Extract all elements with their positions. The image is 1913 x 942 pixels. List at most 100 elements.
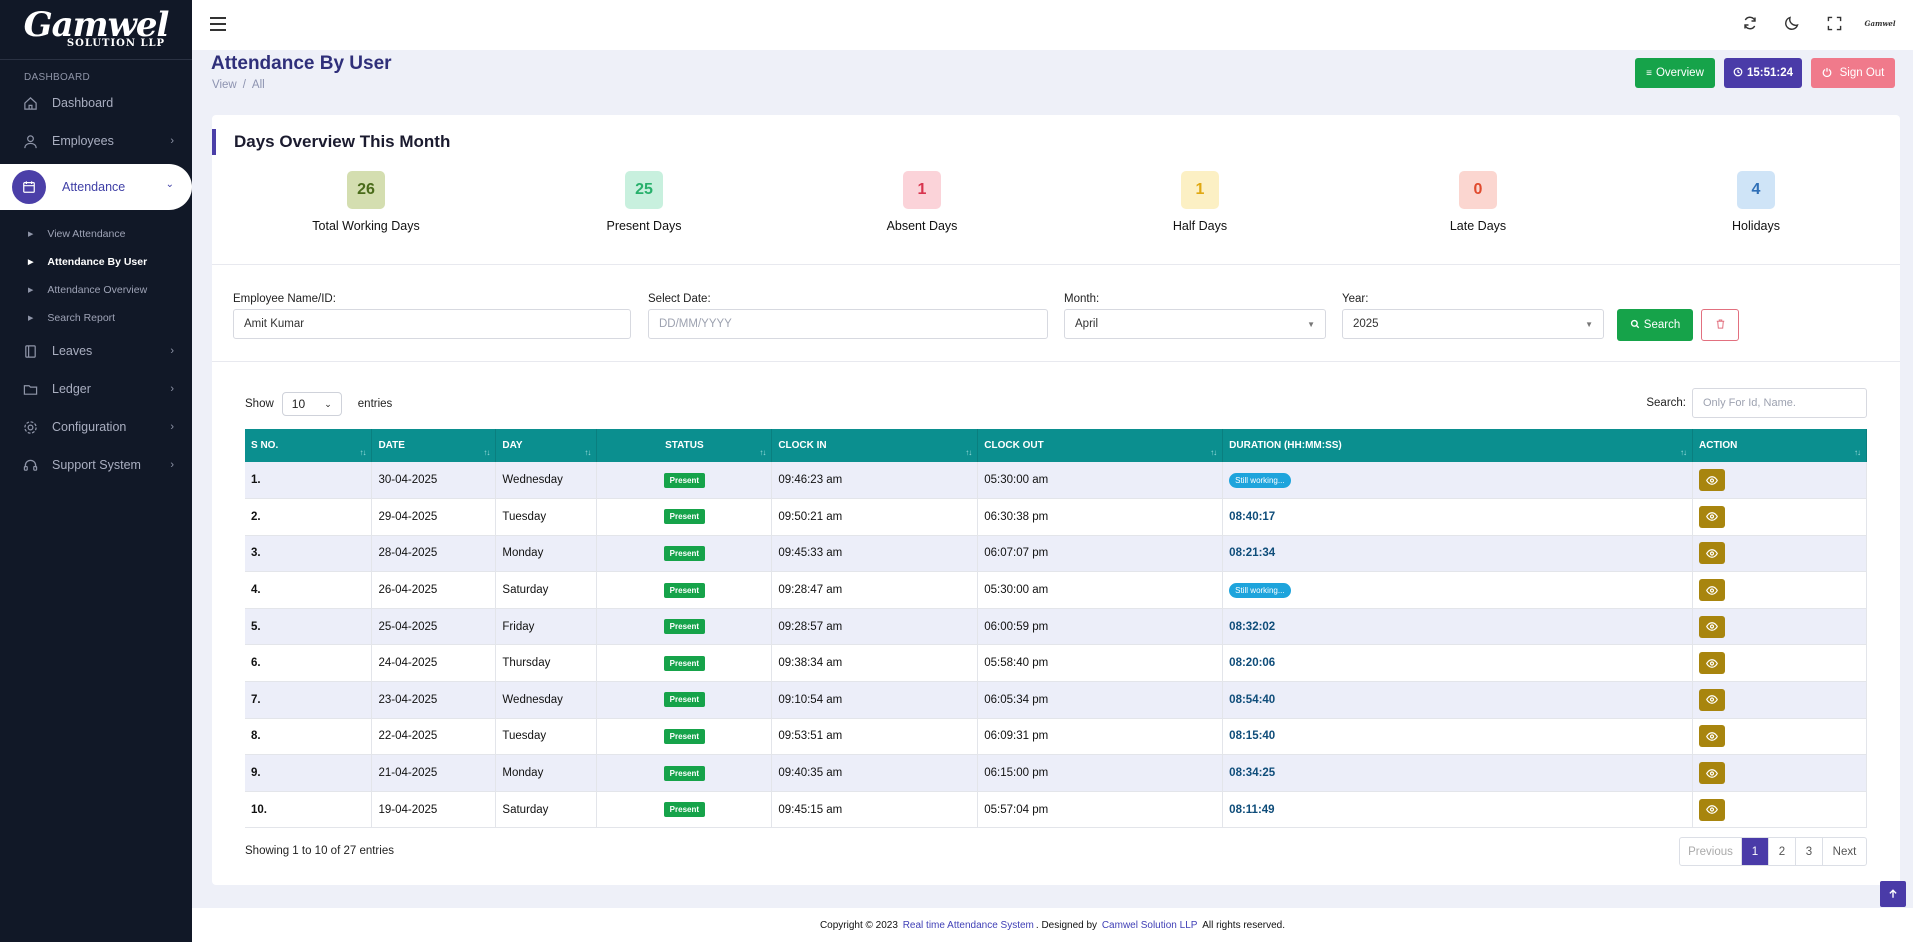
page-button[interactable]: 2	[1769, 838, 1796, 865]
sidebar-item-dashboard[interactable]: Dashboard	[0, 84, 192, 122]
table-header-row: S NO. ↑↓ DATE ↑↓ DAY ↑↓ STATUS ↑↓ CLOCK IN ↑↓…	[245, 429, 1867, 462]
next-page-button[interactable]: Next	[1832, 845, 1857, 858]
stat-total-working-days: 26 Total Working Days	[227, 171, 505, 233]
footer-system-link[interactable]: Real time Attendance System	[902, 919, 1034, 931]
table-row: 3. 28-04-2025 Monday Present 09:45:33 am 06:0…	[245, 535, 1867, 573]
date-input[interactable]: DD/MM/YYYY	[648, 309, 1048, 339]
table-search-input[interactable]: Only For Id, Name.	[1692, 388, 1867, 418]
footer-company-link[interactable]: Camwel Solution LLP	[1101, 919, 1198, 931]
col-status[interactable]: STATUS ↑↓	[596, 429, 773, 462]
col-clock-in[interactable]: CLOCK IN ↑↓	[771, 429, 979, 462]
col-date[interactable]: DATE ↑↓	[371, 429, 497, 462]
pagination: Previous 1 2 3 Next	[1679, 837, 1867, 866]
brand-logo[interactable]: Gamwel SOLUTION LLP	[0, 0, 192, 60]
clock-button[interactable]: 15:51:24	[1724, 58, 1802, 88]
arrow-up-icon	[1889, 889, 1897, 898]
sidebar-item-label: Leaves	[52, 344, 93, 358]
view-button[interactable]	[1699, 469, 1725, 492]
previous-page-button[interactable]: Previous	[1680, 838, 1742, 865]
view-button[interactable]	[1699, 652, 1725, 675]
moon-icon[interactable]	[1783, 14, 1801, 32]
duration-value: 08:54:40	[1229, 693, 1276, 706]
view-button[interactable]	[1699, 762, 1725, 785]
breadcrumb-all: All	[251, 79, 265, 91]
fullscreen-icon[interactable]	[1825, 14, 1843, 32]
view-button[interactable]	[1699, 798, 1725, 821]
user-logo[interactable]: Gamwel	[1864, 18, 1896, 28]
menu-icon[interactable]	[210, 17, 226, 31]
show-entries: Show 10 ⌄ entries	[245, 392, 392, 416]
attendance-table: S NO. ↑↓ DATE ↑↓ DAY ↑↓ STATUS ↑↓ CLOCK IN ↑↓…	[245, 429, 1867, 829]
breadcrumb-view[interactable]: View	[212, 79, 237, 91]
cell-duration: 08:21:34	[1222, 535, 1693, 573]
headset-icon	[22, 457, 38, 473]
sidebar-subitem-search-report[interactable]: ▶ Search Report	[0, 304, 192, 332]
status-badge: Present	[663, 765, 706, 781]
cell-clock-in: 09:45:15 am	[771, 791, 979, 829]
search-button[interactable]: Search	[1617, 309, 1693, 341]
cell-date: 25-04-2025	[371, 608, 497, 646]
sidebar-item-label: Employees	[52, 134, 114, 148]
scroll-top-button[interactable]	[1880, 881, 1906, 907]
col-sno[interactable]: S NO. ↑↓	[245, 429, 373, 462]
chevron-right-icon: ›	[170, 383, 174, 395]
col-day[interactable]: DAY ↑↓	[495, 429, 598, 462]
col-action[interactable]: ACTION ↑↓	[1692, 429, 1867, 462]
sidebar-subitem-attendance-overview[interactable]: ▶ Attendance Overview	[0, 276, 192, 304]
year-select[interactable]: 2025 ▼	[1342, 309, 1604, 339]
brand-sub: SOLUTION LLP	[66, 38, 166, 49]
entries-select[interactable]: 10 ⌄	[281, 392, 342, 416]
sidebar-subitem-label: Attendance Overview	[47, 284, 148, 296]
entries-value: 10	[291, 397, 306, 411]
triangle-icon: ▶	[28, 231, 34, 238]
table-row: 9. 21-04-2025 Monday Present 09:40:35 am 06:1…	[245, 754, 1867, 792]
page-button[interactable]: 1	[1742, 838, 1769, 865]
sort-icon: ↑↓	[759, 448, 766, 457]
cell-sno: 4.	[245, 571, 373, 609]
divider	[212, 264, 1900, 265]
sidebar-subitem-view-attendance[interactable]: ▶ View Attendance	[0, 220, 192, 248]
sidebar-item-ledger[interactable]: Ledger ›	[0, 370, 192, 408]
cell-action	[1692, 754, 1867, 792]
view-button[interactable]	[1699, 688, 1725, 711]
sidebar-item-support-system[interactable]: Support System ›	[0, 446, 192, 484]
table-row: 8. 22-04-2025 Tuesday Present 09:53:51 am 06:…	[245, 718, 1867, 756]
refresh-icon[interactable]	[1741, 14, 1759, 32]
view-button[interactable]	[1699, 615, 1725, 638]
month-select[interactable]: April ▼	[1064, 309, 1326, 339]
year-label: Year:	[1342, 293, 1369, 305]
overview-button[interactable]: ≡ Overview	[1635, 58, 1715, 88]
sort-icon: ↑↓	[584, 448, 591, 457]
view-button[interactable]	[1699, 579, 1725, 602]
view-button[interactable]	[1699, 542, 1725, 565]
page-button[interactable]: 3	[1796, 838, 1823, 865]
topbar: Gamwel	[192, 0, 1913, 50]
eye-icon	[1706, 622, 1718, 632]
sidebar-item-attendance[interactable]: Attendance	[12, 169, 125, 205]
stat-absent-days: 1 Absent Days	[783, 171, 1061, 233]
employee-input[interactable]: Amit Kumar	[233, 309, 631, 339]
sidebar-item-configuration[interactable]: Configuration ›	[0, 408, 192, 446]
sidebar-item-leaves[interactable]: Leaves ›	[0, 332, 192, 370]
sidebar-item-employees[interactable]: Employees ›	[0, 122, 192, 160]
col-duration[interactable]: DURATION (HH:MM:SS) ↑↓	[1222, 429, 1693, 462]
cell-status: Present	[596, 681, 773, 719]
cell-clock-in: 09:53:51 am	[771, 718, 979, 756]
view-button[interactable]	[1699, 505, 1725, 528]
cell-day: Wednesday	[495, 462, 598, 500]
year-value: 2025	[1353, 318, 1379, 330]
overview-title: Days Overview This Month	[212, 129, 450, 155]
sign-out-button[interactable]: Sign Out	[1811, 58, 1895, 88]
reset-button[interactable]	[1701, 309, 1739, 341]
sort-icon: ↑↓	[483, 448, 490, 457]
view-button[interactable]	[1699, 725, 1725, 748]
stat-label: Holidays	[1732, 219, 1780, 233]
cell-status: Present	[596, 571, 773, 609]
cell-clock-in: 09:50:21 am	[771, 498, 979, 536]
cell-date: 24-04-2025	[371, 644, 497, 683]
sidebar-subitem-attendance-by-user[interactable]: ▶ Attendance By User	[0, 248, 192, 276]
cell-clock-out: 06:15:00 pm	[977, 754, 1224, 792]
col-clock-out[interactable]: CLOCK OUT ↑↓	[977, 429, 1224, 462]
cell-clock-out: 05:58:40 pm	[977, 644, 1224, 683]
status-badge: Present	[663, 655, 706, 671]
